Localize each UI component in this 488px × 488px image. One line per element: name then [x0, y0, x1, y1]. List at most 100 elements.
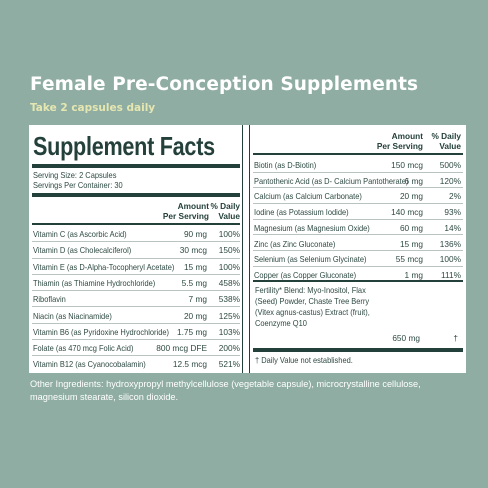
nutrient-daily-value: 111% — [441, 269, 461, 280]
nutrient-row: Biotin (as D-Biotin) 150 mcg 500% — [253, 157, 463, 173]
nutrient-name: Vitamin B12 (as Cyanocobalamin) — [33, 359, 146, 370]
nutrient-amount: 15 mg — [399, 238, 423, 249]
facts-right-column: Amount Per Serving % Daily Value Biotin … — [249, 125, 466, 373]
facts-left-column: Supplement Facts Serving Size: 2 Capsule… — [29, 125, 243, 373]
nutrient-name: Iodine (as Potassium Iodide) — [254, 207, 349, 218]
page-title: Female Pre-Conception Supplements — [30, 74, 419, 95]
nutrient-daily-value: 103% — [218, 326, 240, 337]
divider-thick — [32, 193, 240, 197]
serving-size: Serving Size: 2 Capsules — [33, 170, 117, 180]
blend-line-3: (Vitex agnus-castus) Extract (fruit), — [255, 307, 370, 317]
other-ingredients: Other Ingredients: hydroxypropyl methylc… — [30, 379, 421, 402]
blend-line-1: Fertility* Blend: Myo-Inositol, Flax — [255, 285, 366, 295]
nutrient-name: Pantothenic Acid (as D- Calcium Pantothe… — [254, 175, 409, 186]
divider-medium — [32, 223, 240, 225]
blend-daily-value: † — [453, 333, 458, 343]
nutrient-daily-value: 93% — [444, 207, 461, 218]
nutrient-name: Riboflavin — [33, 294, 66, 305]
nutrient-daily-value: 200% — [218, 343, 240, 354]
nutrient-row: Selenium (as Selenium Glycinate) 55 mcg 10… — [253, 251, 463, 267]
dosage-subtitle: Take 2 capsules daily — [30, 102, 156, 114]
amount-header-line-2: Per Serving — [376, 141, 423, 151]
nutrient-amount: 15 mg — [183, 261, 207, 272]
nutrient-amount: 20 mg — [399, 191, 423, 202]
amount-header-line-2: Per Serving — [162, 211, 209, 221]
nutrient-row: Magnesium (as Magnesium Oxide) 60 mg 14% — [253, 220, 463, 236]
footnote: † Daily Value not established. — [255, 355, 353, 365]
nutrient-daily-value: 125% — [218, 310, 240, 321]
nutrient-daily-value: 538% — [218, 294, 240, 305]
nutrient-amount: 800 mcg DFE — [156, 343, 207, 354]
supplement-facts-panel: Supplement Facts Serving Size: 2 Capsule… — [29, 125, 466, 373]
amount-header: Amount Per Serving — [147, 201, 209, 221]
divider-thick — [32, 164, 240, 168]
daily-value-header: % Daily Value — [209, 201, 240, 221]
nutrient-daily-value: 100% — [439, 254, 461, 265]
nutrient-row: Riboflavin 7 mg 538% — [32, 291, 240, 308]
nutrient-amount: 1.75 mg — [177, 326, 207, 337]
nutrient-row: Thiamin (as Thiamine Hydrochloride) 5.5 m… — [32, 275, 240, 292]
nutrient-amount: 1 mg — [404, 269, 423, 280]
blend-line-4: Coenzyme Q10 — [255, 318, 307, 328]
nutrient-amount: 55 mcg — [395, 254, 423, 265]
nutrient-amount: 140 mcg — [391, 207, 423, 218]
nutrient-amount: 60 mg — [399, 222, 423, 233]
blend-amount: 650 mg — [392, 333, 420, 343]
nutrient-row: Copper (as Copper Gluconate) 1 mg 111% — [253, 267, 463, 283]
nutrient-name: Selenium (as Selenium Glycinate) — [254, 254, 367, 265]
nutrient-amount: 7 mg — [188, 294, 207, 305]
nutrient-row: Vitamin B6 (as Pyridoxine Hydrochloride)… — [32, 324, 240, 341]
nutrient-amount: 150 mcg — [391, 160, 423, 170]
blend-line-2: (Seed) Powder, Chaste Tree Berry — [255, 296, 370, 306]
nutrient-daily-value: 100% — [218, 261, 240, 272]
nutrient-name: Vitamin D (as Cholecalciferol) — [33, 245, 132, 256]
nutrient-name: Copper (as Copper Gluconate) — [254, 269, 357, 280]
nutrient-amount: 20 mg — [183, 310, 207, 321]
nutrient-daily-value: 521% — [218, 359, 240, 370]
nutrient-row: Calcium (as Calcium Carbonate) 20 mg 2% — [253, 188, 463, 205]
amount-header-line-1: Amount — [391, 131, 423, 141]
nutrient-row: Vitamin D (as Cholecalciferol) 30 mcg 150% — [32, 242, 240, 259]
nutrient-name: Vitamin C (as Ascorbic Acid) — [33, 229, 127, 239]
nutrient-name: Vitamin E (as D-Alpha-Tocopheryl Acetate… — [33, 261, 175, 272]
nutrient-daily-value: 14% — [444, 222, 461, 233]
divider-medium — [253, 280, 463, 282]
divider-thick — [253, 348, 463, 352]
amount-header-line-1: Amount — [177, 201, 209, 211]
nutrient-name: Zinc (as Zinc Gluconate) — [254, 238, 336, 249]
nutrient-row: Vitamin E (as D-Alpha-Tocopheryl Acetate… — [32, 259, 240, 275]
nutrient-row: Vitamin C (as Ascorbic Acid) 90 mg 100% — [32, 226, 240, 243]
dv-header-line-1: % Daily — [431, 131, 461, 141]
nutrient-amount: 90 mg — [183, 229, 207, 239]
nutrient-daily-value: 2% — [449, 191, 461, 202]
amount-header: Amount Per Serving — [358, 131, 423, 151]
nutrient-row: Zinc (as Zinc Gluconate) 15 mg 136% — [253, 236, 463, 252]
nutrient-daily-value: 100% — [218, 229, 240, 239]
nutrient-name: Magnesium (as Magnesium Oxide) — [254, 222, 370, 233]
nutrient-name: Folate (as 470 mcg Folic Acid) — [33, 343, 134, 354]
nutrient-amount: 6 mg — [404, 175, 423, 186]
dv-header-line-2: Value — [439, 141, 461, 151]
nutrient-daily-value: 150% — [218, 245, 240, 256]
nutrient-amount: 12.5 mcg — [172, 359, 207, 370]
nutrient-amount: 30 mcg — [179, 245, 207, 256]
nutrient-name: Biotin (as D-Biotin) — [254, 160, 317, 170]
nutrient-name: Calcium (as Calcium Carbonate) — [254, 191, 362, 202]
nutrient-amount: 5.5 mg — [181, 277, 207, 288]
nutrient-row: Pantothenic Acid (as D- Calcium Pantothe… — [253, 173, 463, 189]
nutrient-daily-value: 500% — [439, 160, 461, 170]
nutrient-daily-value: 458% — [218, 277, 240, 288]
nutrient-name: Niacin (as Niacinamide) — [33, 310, 112, 321]
nutrient-row: Vitamin B12 (as Cyanocobalamin) 12.5 mcg 5… — [32, 356, 240, 372]
servings-per-container: Servings Per Container: 30 — [33, 180, 123, 190]
divider-medium — [253, 153, 463, 155]
dv-header-line-1: % Daily — [210, 201, 240, 211]
nutrient-daily-value: 120% — [439, 175, 461, 186]
nutrient-row: Folate (as 470 mcg Folic Acid) 800 mcg DF… — [32, 340, 240, 357]
nutrient-daily-value: 136% — [439, 238, 461, 249]
daily-value-header: % Daily Value — [423, 131, 461, 151]
dv-header-line-2: Value — [218, 211, 240, 221]
nutrient-name: Thiamin (as Thiamine Hydrochloride) — [33, 277, 156, 288]
nutrient-row: Iodine (as Potassium Iodide) 140 mcg 93% — [253, 204, 463, 220]
nutrient-row: Niacin (as Niacinamide) 20 mg 125% — [32, 308, 240, 324]
